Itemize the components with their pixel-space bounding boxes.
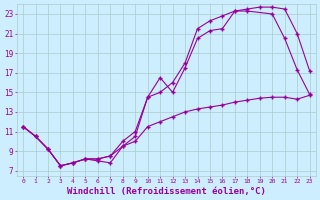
X-axis label: Windchill (Refroidissement éolien,°C): Windchill (Refroidissement éolien,°C) xyxy=(67,187,266,196)
